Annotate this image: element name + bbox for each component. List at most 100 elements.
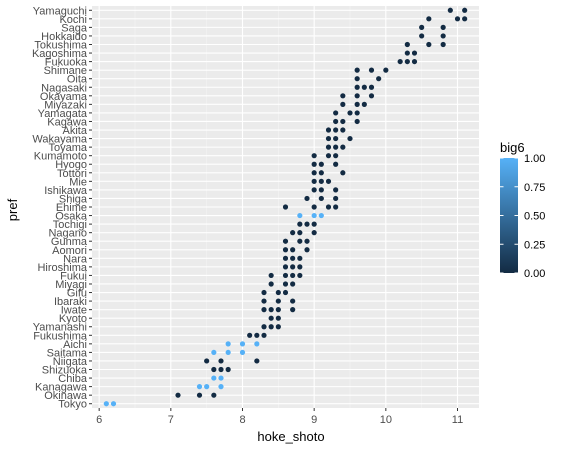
data-point xyxy=(383,67,389,73)
data-point xyxy=(282,264,289,270)
y-tick-label: Okayama xyxy=(40,91,88,103)
x-tick-label: 7 xyxy=(168,414,174,426)
data-point xyxy=(454,16,461,22)
data-point xyxy=(333,127,339,133)
data-point xyxy=(347,135,353,142)
data-point xyxy=(333,153,339,159)
y-tick-label: Wakayama xyxy=(32,134,87,146)
data-point xyxy=(290,281,296,287)
x-axis: 6 7 8 9 10 11 xyxy=(96,408,463,426)
data-point xyxy=(325,153,332,159)
y-tick-label: Aomori xyxy=(52,245,87,257)
data-point xyxy=(318,178,324,184)
data-point xyxy=(254,341,260,347)
data-point xyxy=(297,272,303,279)
y-tick-label: Fukui xyxy=(60,270,87,282)
data-point xyxy=(225,341,231,347)
data-point xyxy=(333,110,339,116)
x-axis-title: hoke_shoto xyxy=(257,429,324,444)
legend-ticks: 1.00 0.75 0.50 0.25 0.00 xyxy=(500,153,545,280)
y-tick-label: Saga xyxy=(61,22,88,34)
data-point xyxy=(275,298,281,304)
y-tick-label: Kanagawa xyxy=(35,382,88,394)
data-point xyxy=(376,76,382,82)
data-point xyxy=(325,127,332,133)
data-point xyxy=(290,307,296,313)
data-point xyxy=(426,16,432,22)
data-point xyxy=(318,212,324,219)
y-tick-label: Saitama xyxy=(47,347,88,359)
data-point xyxy=(211,366,217,373)
data-point xyxy=(333,118,339,125)
data-point xyxy=(261,289,267,296)
y-tick-label: Yamanashi xyxy=(33,322,87,334)
y-tick-label: Tochigi xyxy=(53,219,87,231)
legend-colorbar xyxy=(500,158,518,273)
data-point xyxy=(290,247,296,253)
data-point xyxy=(318,195,324,202)
color-legend: big6 1.00 0.75 0.50 0.25 0.00 xyxy=(500,140,545,280)
data-point xyxy=(290,255,296,261)
data-point xyxy=(311,204,317,210)
data-point xyxy=(275,324,281,330)
data-point xyxy=(268,272,274,279)
data-point xyxy=(325,144,332,150)
data-point xyxy=(354,110,360,116)
legend-title: big6 xyxy=(500,140,525,155)
data-point xyxy=(304,195,310,202)
data-point xyxy=(411,58,418,65)
y-tick-label: Oita xyxy=(67,74,88,86)
data-point xyxy=(333,187,339,193)
data-point xyxy=(411,50,418,56)
data-point xyxy=(361,101,367,107)
data-point xyxy=(354,76,360,82)
legend-tick-label: 0.50 xyxy=(524,211,545,223)
data-point xyxy=(204,384,210,390)
data-point xyxy=(218,358,224,364)
grid-lines xyxy=(92,6,479,408)
data-point xyxy=(103,401,109,407)
y-tick-label: Okinawa xyxy=(44,390,88,402)
data-point xyxy=(325,178,332,184)
legend-tick-label: 0.00 xyxy=(524,268,545,280)
y-tick-label: Kagawa xyxy=(47,116,88,128)
data-point xyxy=(175,392,181,398)
data-point xyxy=(268,307,274,313)
data-point xyxy=(239,341,246,347)
y-tick-label: Hiroshima xyxy=(37,262,87,274)
y-tick-label: Niigata xyxy=(53,356,88,368)
y-axis: TokyoOkinawaKanagawaChibaShizuokaNiigata… xyxy=(32,5,92,411)
data-points xyxy=(103,7,468,407)
data-point xyxy=(333,204,339,210)
legend-tick-label: 0.25 xyxy=(524,239,545,251)
y-tick-label: Kagoshima xyxy=(32,48,88,60)
data-point xyxy=(340,93,346,99)
x-tick-label: 9 xyxy=(311,414,317,426)
y-tick-label: Nara xyxy=(63,253,88,265)
y-tick-label: Miyagi xyxy=(55,279,87,291)
data-point xyxy=(404,41,410,48)
data-point xyxy=(261,332,267,338)
data-point xyxy=(447,7,453,13)
data-point xyxy=(311,212,317,219)
data-point xyxy=(347,110,353,116)
y-tick-label: Fukuoka xyxy=(45,57,88,69)
data-point xyxy=(333,195,339,202)
y-tick-label: Gunma xyxy=(51,236,88,248)
data-point xyxy=(218,375,224,381)
data-point xyxy=(404,58,410,65)
data-point xyxy=(333,161,339,167)
data-point xyxy=(318,170,324,176)
data-point xyxy=(268,324,274,330)
y-tick-label: Fukushima xyxy=(33,330,88,342)
data-point xyxy=(282,255,289,261)
data-point xyxy=(290,272,296,279)
data-point xyxy=(218,384,224,390)
y-tick-label: Tokushima xyxy=(34,39,87,51)
y-tick-label: Tottori xyxy=(57,168,87,180)
data-point xyxy=(368,84,375,90)
y-tick-label: Hokkaido xyxy=(41,31,87,43)
y-tick-label: Hyogo xyxy=(55,159,87,171)
data-point xyxy=(318,187,324,193)
